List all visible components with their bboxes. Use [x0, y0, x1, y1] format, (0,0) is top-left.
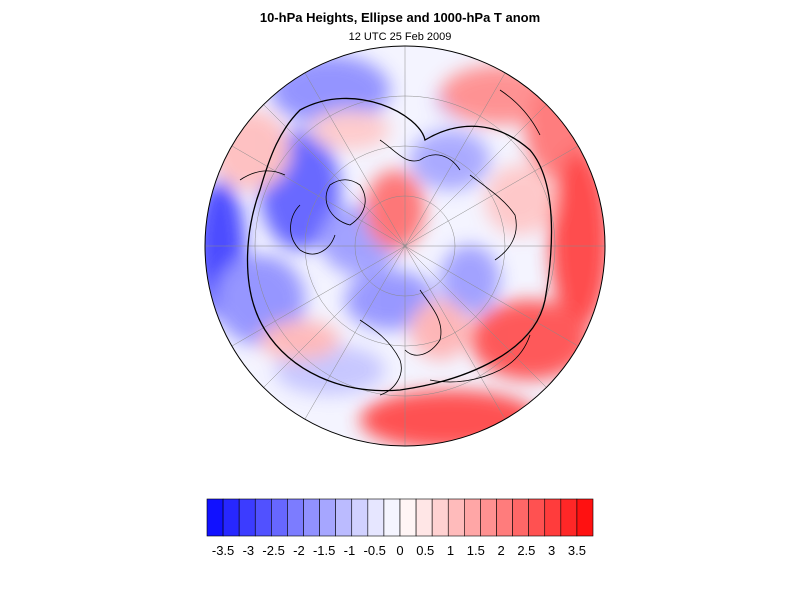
colorbar-tick-label: 2.5 — [517, 543, 536, 558]
colorbar-tick-label: -0.5 — [363, 543, 386, 558]
plot-title: 10-hPa Heights, Ellipse and 1000-hPa T a… — [259, 10, 541, 25]
colorbar-tick-label: 3.5 — [567, 543, 586, 558]
colorbar-swatch — [431, 498, 449, 537]
polar-vortex-ellipse — [246, 97, 553, 392]
colorbar-tick-label: -2.5 — [262, 543, 285, 558]
colorbar-tick-label: -1.5 — [312, 543, 336, 558]
colorbar-swatch — [383, 498, 401, 537]
colorbar-swatch — [447, 498, 465, 537]
colorbar-swatch — [415, 498, 433, 537]
coastlines — [239, 89, 541, 396]
colorbar-tick-label: 1 — [446, 543, 455, 558]
colorbar-swatch — [271, 498, 288, 537]
colorbar-tick-label: -1 — [343, 543, 356, 558]
colorbar-tick-label: 1.5 — [466, 543, 485, 558]
temperature-anomaly-field — [205, 46, 605, 446]
colorbar-swatch — [560, 498, 578, 537]
colorbar-swatch — [480, 498, 497, 537]
graticule — [205, 46, 605, 446]
colorbar-swatch — [222, 498, 240, 537]
colorbar-swatch — [335, 498, 353, 537]
colorbar-swatch — [544, 498, 562, 537]
colorbar-swatch — [254, 498, 272, 537]
colorbar-swatch — [206, 498, 224, 537]
colorbar-swatch — [512, 498, 529, 537]
colorbar-tick-label: -3 — [242, 543, 255, 558]
colorbar-tick-label: 3 — [548, 543, 556, 558]
plot-subtitle: 12 UTC 25 Feb 2009 — [348, 31, 452, 43]
colorbar-swatch — [238, 498, 256, 537]
colorbar-tick-label: -2 — [293, 543, 305, 558]
colorbar-tick-label: 0.5 — [416, 543, 435, 558]
colorbar-swatch — [367, 498, 385, 537]
colorbar-swatch — [399, 498, 417, 537]
colorbar-swatch — [287, 498, 304, 537]
colorbar-swatch — [496, 498, 513, 537]
colorbar-tick-label: 0 — [396, 543, 404, 558]
map-boundary — [204, 45, 606, 447]
colorbar-swatch — [528, 498, 546, 537]
colorbar-swatch — [303, 498, 320, 537]
colorbar-swatch — [319, 498, 336, 537]
colorbar-tick-label: -3.5 — [211, 543, 235, 558]
colorbar-swatch — [464, 498, 481, 537]
colorbar-swatch — [576, 498, 594, 537]
colorbar-swatch — [351, 498, 369, 537]
colorbar-tick-label: 2 — [497, 543, 505, 558]
